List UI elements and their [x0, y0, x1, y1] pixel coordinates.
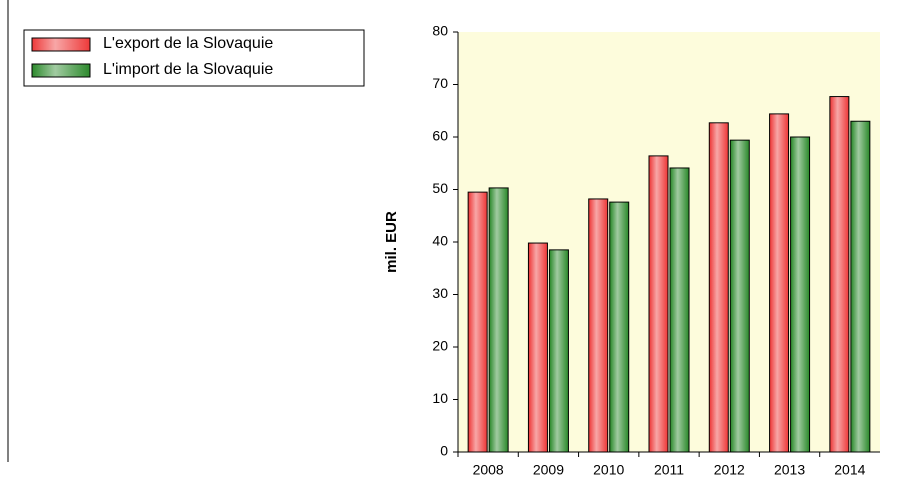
legend-swatch-highlight [32, 38, 90, 51]
plot-area [458, 32, 880, 452]
y-tick-label: 40 [432, 233, 448, 249]
x-tick-label: 2009 [533, 462, 564, 478]
y-tick-label: 80 [432, 23, 448, 39]
bar-highlight [549, 250, 568, 452]
y-tick-label: 0 [440, 443, 448, 459]
bar-highlight [528, 243, 547, 452]
y-tick-label: 60 [432, 128, 448, 144]
bar-highlight [649, 156, 668, 452]
legend-swatch-highlight [32, 64, 90, 77]
bar-highlight [770, 114, 789, 452]
bar-highlight [489, 188, 508, 452]
x-tick-label: 2013 [774, 462, 805, 478]
y-tick-label: 50 [432, 180, 448, 196]
y-tick-label: 10 [432, 390, 448, 406]
x-tick-label: 2012 [714, 462, 745, 478]
y-tick-label: 70 [432, 75, 448, 91]
bar-highlight [589, 199, 608, 452]
x-tick-label: 2008 [473, 462, 504, 478]
y-tick-label: 30 [432, 285, 448, 301]
bar-highlight [830, 97, 849, 452]
bar-highlight [610, 202, 629, 452]
bar-highlight [791, 137, 810, 452]
y-tick-label: 20 [432, 338, 448, 354]
bar-highlight [709, 123, 728, 452]
x-tick-label: 2010 [593, 462, 624, 478]
bar-highlight [670, 168, 689, 452]
legend-label: L'export de la Slovaquie [103, 35, 273, 52]
bar-highlight [851, 121, 870, 452]
x-tick-label: 2011 [654, 462, 684, 478]
bar-highlight [730, 140, 749, 452]
legend-label: L'import de la Slovaquie [103, 61, 273, 78]
x-tick-label: 2014 [834, 462, 865, 478]
bar-highlight [468, 192, 487, 452]
y-axis-label: mil. EUR [383, 211, 400, 273]
